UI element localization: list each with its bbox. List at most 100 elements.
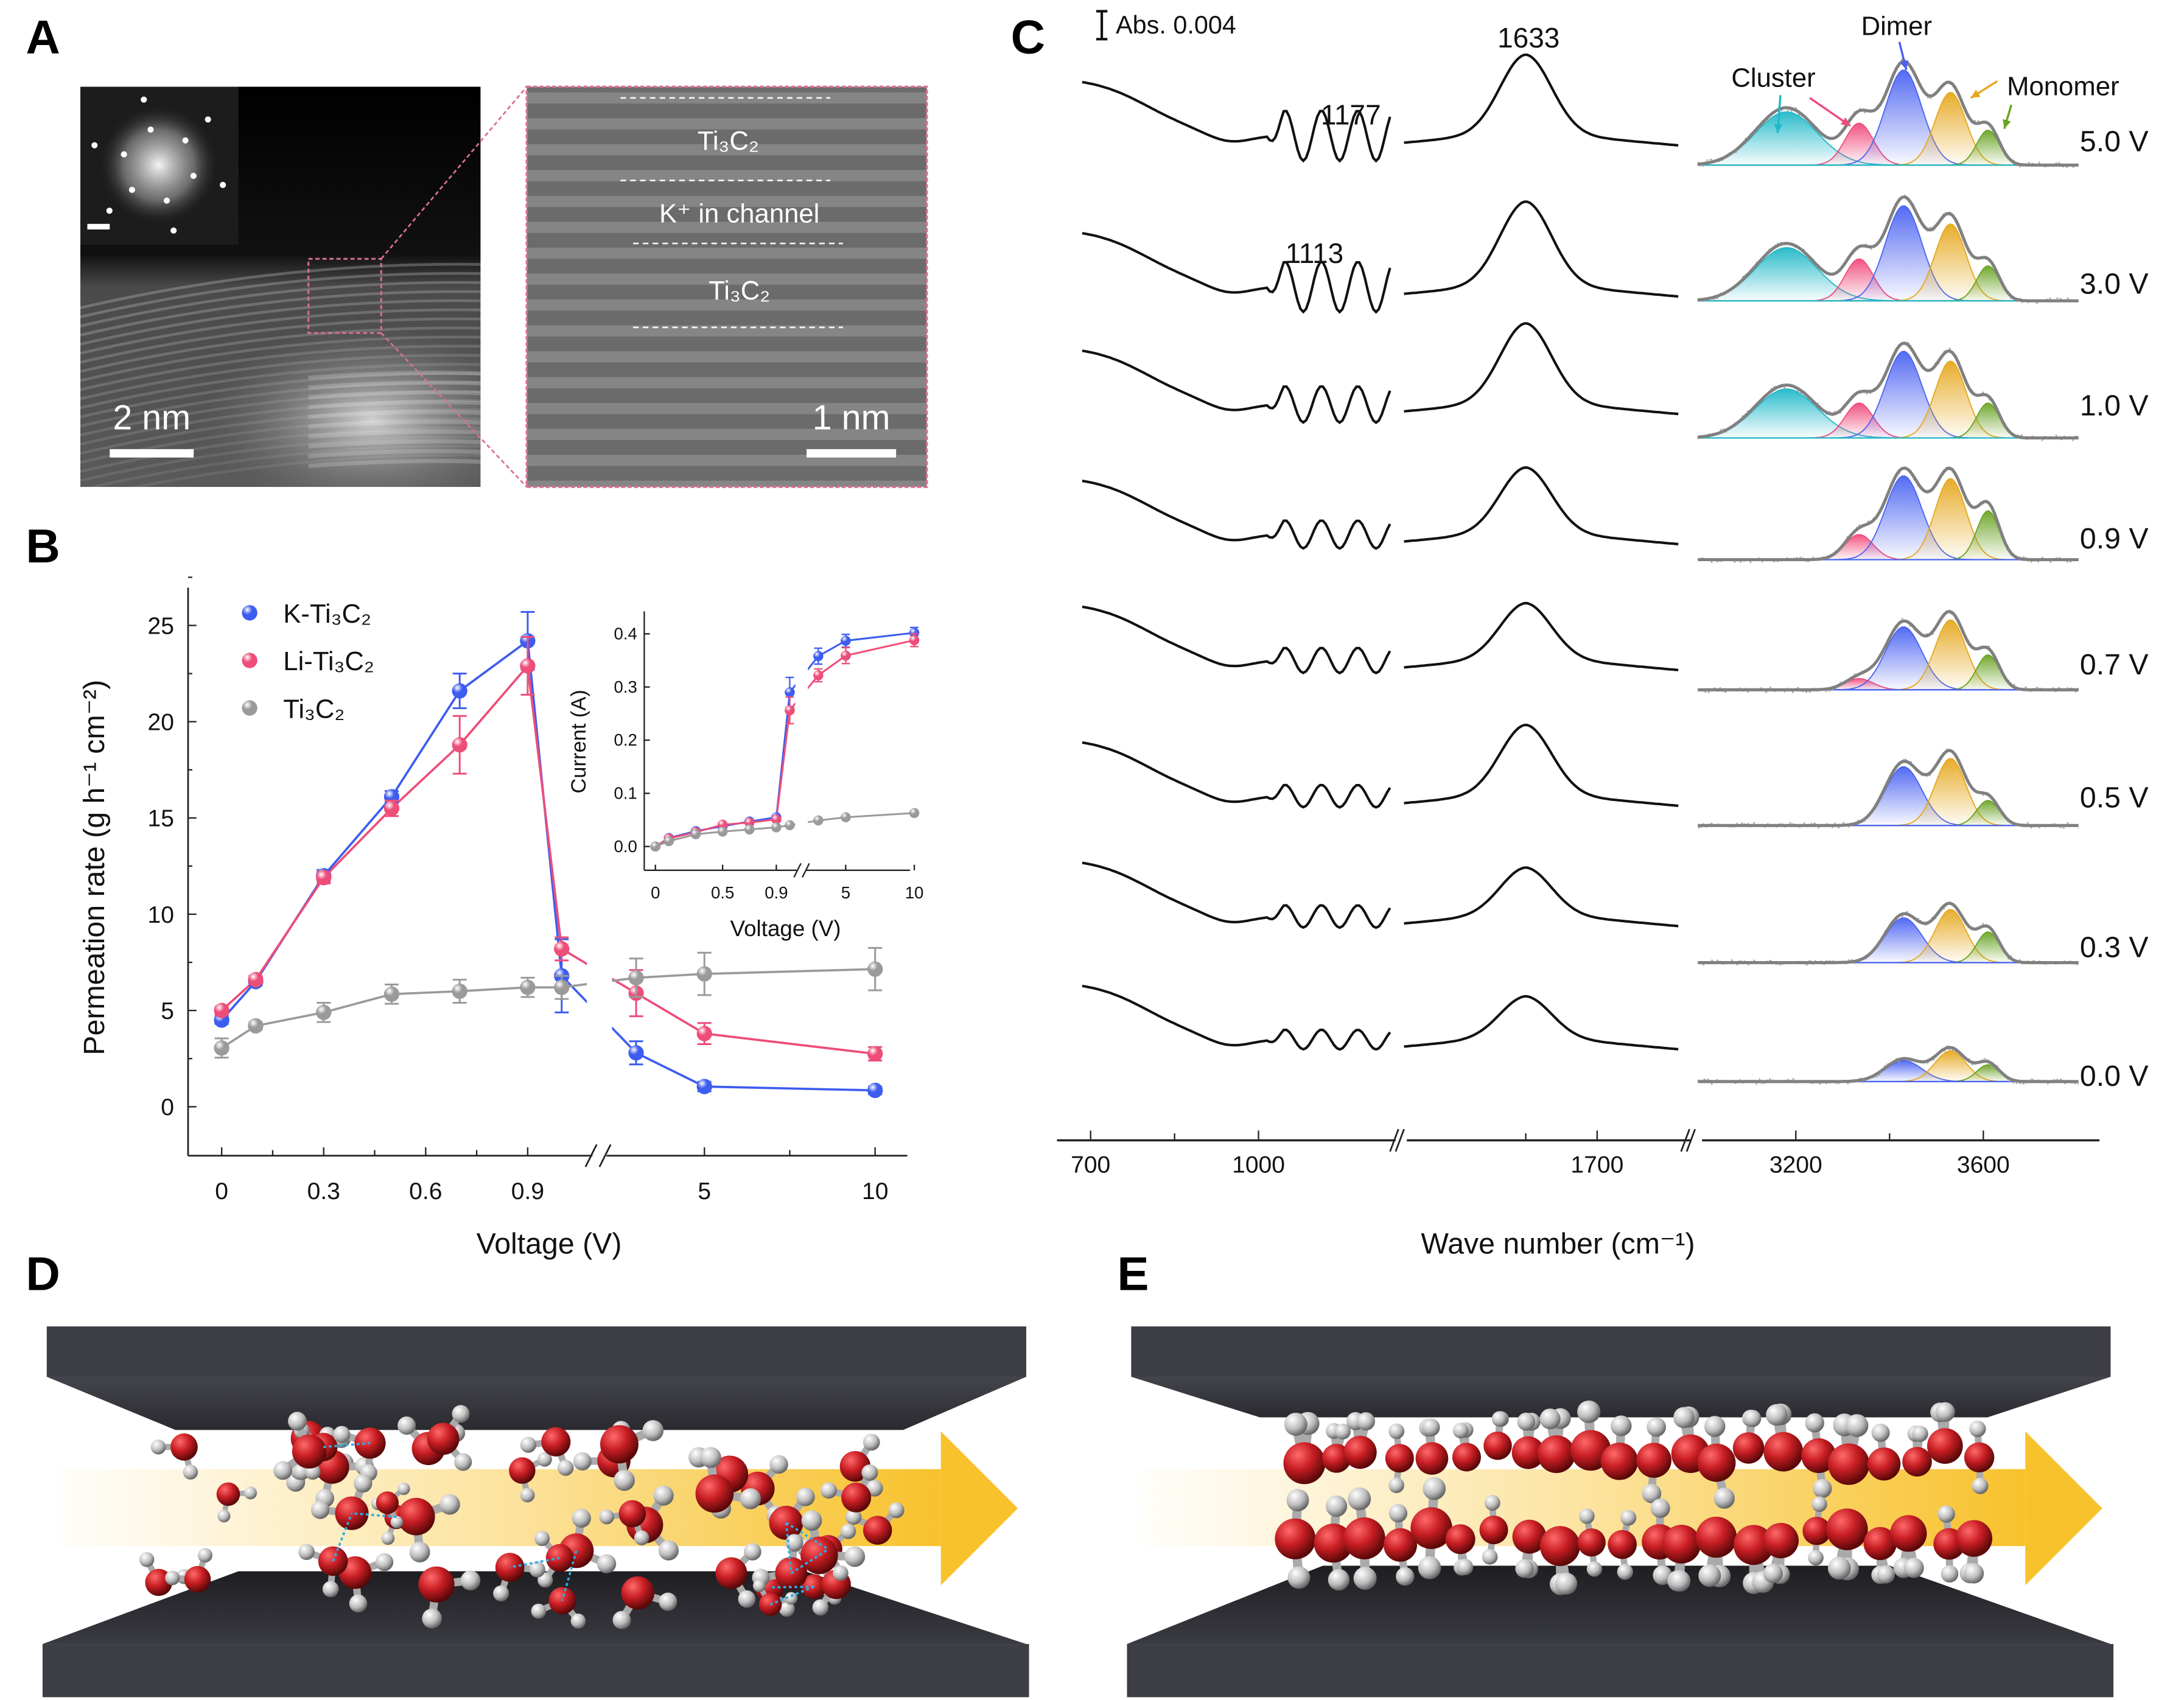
b-x-tick-label: 5 — [698, 1178, 711, 1205]
bottom-slab — [42, 1644, 1029, 1698]
legend: K-Ti₃C₂ Li-Ti₃C₂ Ti₃C₂ — [242, 599, 374, 724]
lattice-fringe — [80, 262, 481, 309]
fft-scale-bar — [87, 223, 110, 229]
legend-marker — [242, 700, 257, 716]
oxygen-atom — [292, 1434, 327, 1469]
inset-x-tick-label: 0 — [651, 883, 660, 902]
fft-spot — [205, 116, 211, 123]
hydrogen-atom — [1555, 1572, 1578, 1595]
inset-data-point — [909, 628, 920, 638]
peak-annotation-1633: 1633 — [1497, 22, 1559, 54]
hydrogen-bond — [790, 1548, 829, 1575]
panel-a-microscopy: 2 nm Ti₃C₂ K⁺ in channel Ti₃C₂ 1 nm — [80, 85, 928, 488]
oxygen-atom — [1763, 1522, 1799, 1559]
fft-spot — [220, 181, 226, 188]
flow-arrow-head — [2025, 1431, 2102, 1586]
oxygen-atom — [1608, 1530, 1637, 1559]
oxygen-atom — [1385, 1444, 1414, 1473]
axis-break-mark — [802, 862, 810, 878]
hydrogen-atom — [599, 1509, 614, 1525]
arrowhead — [2003, 119, 2011, 129]
arrowhead — [1841, 117, 1850, 126]
hydrogen-atom — [558, 1460, 574, 1476]
hydrogen-atom — [812, 1599, 829, 1616]
hydrogen-bond — [323, 1442, 371, 1449]
hydrogen-atom — [529, 1561, 545, 1578]
c-x-axis-label: Wave number (cm⁻¹) — [1421, 1228, 1695, 1261]
arrowhead — [1970, 89, 1981, 98]
data-point — [696, 1026, 712, 1041]
hydrogen-atom — [1617, 1564, 1633, 1580]
spectrum-fingerprint-region — [1082, 861, 1391, 929]
voltage-label: 0.9 V — [2080, 522, 2149, 555]
hydrogen-bond — [769, 1586, 815, 1606]
oxygen-atom — [354, 1427, 386, 1459]
inset-x-tick-label: 10 — [905, 883, 924, 902]
fitted-component-peak — [1698, 766, 2079, 827]
hydrogen-atom — [642, 1420, 664, 1441]
hydrogen-atom — [861, 1464, 878, 1481]
fitted-component-peak — [1698, 917, 2079, 964]
stem-image-zoomed: Ti₃C₂ K⁺ in channel Ti₃C₂ 1 nm — [527, 86, 927, 487]
hydrogen-atom — [1704, 1416, 1726, 1437]
fitted-component-peak — [1698, 475, 2079, 561]
atomic-layer — [527, 222, 927, 233]
peak-annotation-1113: 1113 — [1286, 237, 1343, 269]
arrowhead — [1774, 124, 1783, 133]
series-line — [220, 663, 875, 1055]
b-y-tick-label: 0 — [161, 1094, 174, 1121]
oxygen-atom — [1577, 1528, 1606, 1557]
legend-label-ti3c2: Ti₃C₂ — [283, 694, 345, 724]
oxygen-atom — [376, 1491, 399, 1514]
axis-break-mark — [1680, 1128, 1690, 1152]
oxygen-atom — [1275, 1518, 1316, 1559]
legend-marker — [242, 652, 257, 668]
atomic-layer — [527, 325, 927, 337]
hydrogen-atom — [1642, 1483, 1662, 1503]
oxygen-atom — [1343, 1435, 1377, 1469]
inset-data-point — [663, 836, 674, 847]
hydrogen-atom — [537, 1452, 552, 1467]
hydrogen-atom — [845, 1509, 862, 1525]
hydrogen-atom — [1357, 1412, 1375, 1431]
fitted-envelope — [1698, 609, 2079, 691]
hydrogen-atom — [1935, 1402, 1955, 1422]
panel-e-ordered-water-channel — [1127, 1326, 2114, 1698]
panel-label-c: C — [1011, 10, 1045, 63]
inset-y-tick-label: 0.0 — [614, 837, 637, 856]
hydrogen-atom — [460, 1570, 481, 1590]
flow-arrow-band — [56, 1469, 941, 1547]
inset-data-point — [785, 820, 795, 831]
hydrogen-atom — [1491, 1411, 1508, 1427]
oxygen-atom — [1537, 1435, 1575, 1474]
fft-spot — [121, 151, 127, 158]
inset-data-point — [744, 817, 755, 828]
lattice-fringe — [80, 281, 481, 327]
hydrogen-atom — [1287, 1566, 1311, 1589]
oxygen-atom — [1445, 1524, 1475, 1555]
fitted-envelope — [1698, 1046, 2079, 1083]
oxygen-atom — [841, 1482, 872, 1513]
inset-data-point — [909, 635, 920, 646]
lattice-fringe — [80, 290, 481, 337]
inset-y-tick-label: 0.2 — [614, 730, 637, 749]
voltage-label: 5.0 V — [2080, 125, 2149, 158]
axis-break-mark — [584, 1144, 598, 1167]
oxygen-atom — [1902, 1447, 1932, 1477]
hydrogen-atom — [888, 1502, 905, 1519]
oxygen-atom — [695, 1474, 734, 1513]
fitted-envelope — [1698, 195, 2079, 303]
inset-y-tick-label: 0.4 — [614, 624, 637, 643]
oxygen-atom — [170, 1433, 198, 1461]
oxygen-atom — [1826, 1508, 1868, 1550]
oxygen-atom — [1483, 1431, 1512, 1460]
oxygen-atom — [1801, 1438, 1836, 1474]
atomic-layer — [527, 92, 927, 104]
flow-arrow-head — [940, 1431, 1018, 1586]
data-point — [696, 1079, 712, 1094]
hydrogen-atom — [1517, 1412, 1536, 1431]
hydrogen-atom — [288, 1411, 307, 1431]
b-y-tick-label: 25 — [148, 613, 174, 639]
data-point — [383, 800, 400, 816]
oxygen-atom — [1283, 1442, 1326, 1485]
